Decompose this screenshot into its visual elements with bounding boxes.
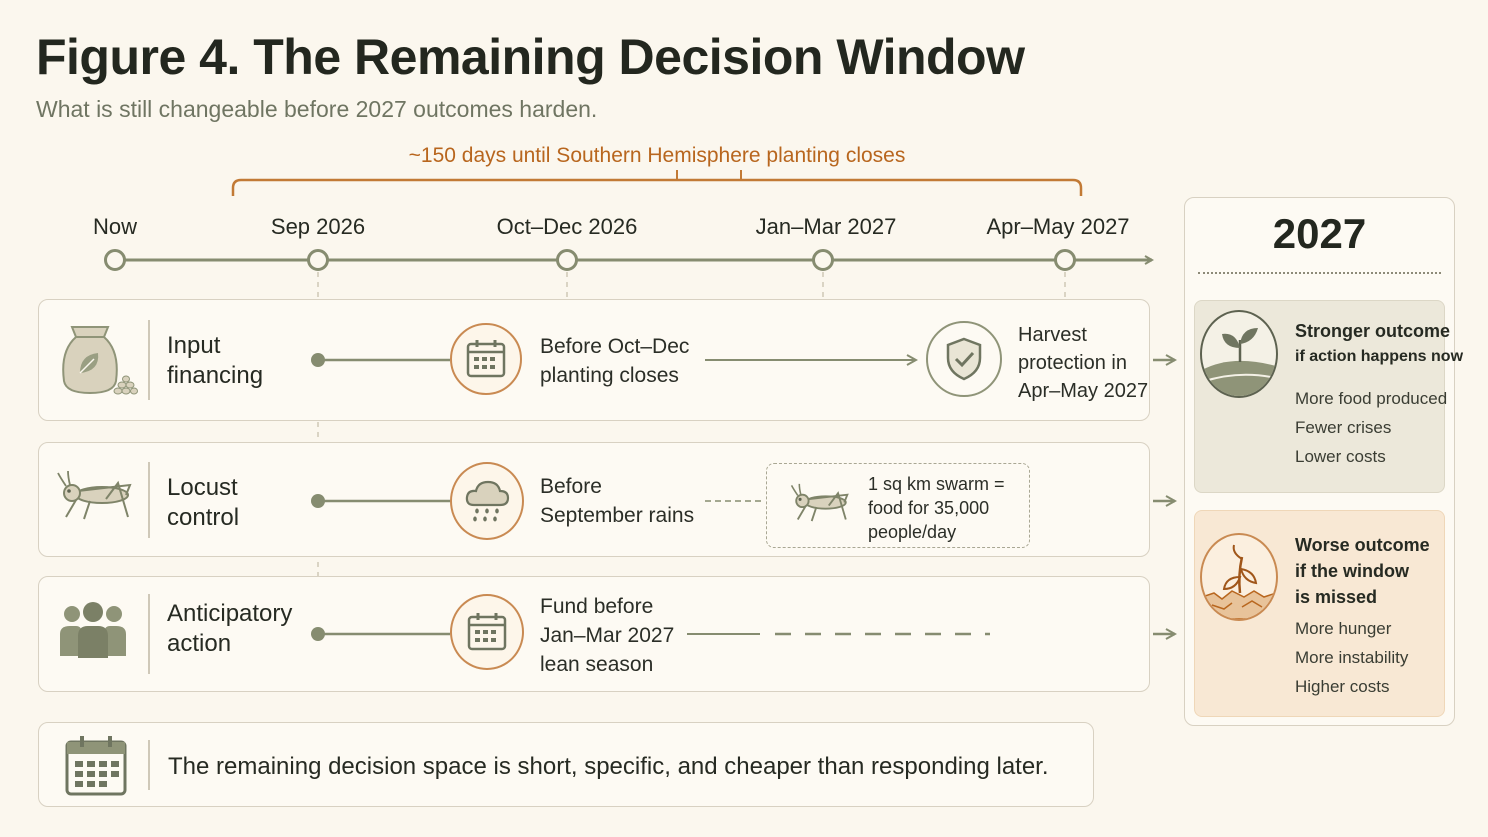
row-title-locust-control: Locust control: [167, 474, 240, 531]
milestone-text-input-financing: Before Oct–Dec planting closes: [540, 335, 690, 387]
rain-cloud-icon: [450, 462, 524, 540]
outcome-year: 2027: [1272, 210, 1367, 257]
timeline-node-oct-dec-2026: [556, 249, 578, 271]
row-title-anticipatory-action: Anticipatory action: [167, 600, 293, 657]
harvest-protection-text: Harvest protection in Apr–May 2027: [1018, 324, 1149, 402]
list-item: Fewer crises: [1295, 418, 1392, 437]
locust-icon: [56, 469, 136, 530]
list-item: More food produced: [1295, 389, 1448, 408]
row-title-input-financing: Input financing: [167, 332, 264, 389]
worse-outcome-list: More hunger More instability Higher cost…: [1295, 614, 1408, 701]
timeline-node-apr-may-2027: [1054, 249, 1076, 271]
summary-text: The remaining decision space is short, s…: [168, 753, 1049, 780]
swarm-impact-note: [766, 463, 1030, 548]
locust-icon: [790, 482, 852, 531]
swarm-impact-text: 1 sq km swarm = food for 35,000 people/d…: [868, 474, 1005, 542]
timeline-node-sep-2026: [307, 249, 329, 271]
page-title: Figure 4. The Remaining Decision Window: [36, 29, 1025, 85]
summary-box: [38, 722, 1094, 807]
milestone-text-locust-control: Before September rains: [540, 475, 695, 527]
window-duration-label: ~150 days until Southern Hemisphere plan…: [408, 144, 906, 167]
list-item: Higher costs: [1295, 677, 1390, 696]
timeline-label-oct-dec-2026: Oct–Dec 2026: [496, 214, 638, 239]
list-item: More instability: [1295, 648, 1409, 667]
stronger-outcome-list: More food produced Fewer crises Lower co…: [1295, 384, 1447, 471]
calendar-icon: [450, 594, 524, 670]
timeline-node-now: [104, 249, 126, 271]
timeline-label-apr-may-2027: Apr–May 2027: [986, 214, 1130, 239]
milestone-text-anticipatory-action: Fund before Jan–Mar 2027 lean season: [540, 595, 675, 676]
people-group-icon: [58, 600, 128, 665]
worse-outcome-heading: Worse outcome if the window is missed: [1295, 535, 1430, 607]
timeline-label-now: Now: [92, 214, 138, 239]
timeline-label-jan-mar-2027: Jan–Mar 2027: [755, 214, 897, 239]
stronger-outcome-heading: Stronger outcome if action happens now: [1295, 321, 1464, 365]
timeline-node-jan-mar-2027: [812, 249, 834, 271]
list-item: Lower costs: [1295, 447, 1386, 466]
panel-divider: [1198, 272, 1441, 274]
calendar-icon: [64, 733, 128, 802]
seed-bag-icon: [58, 321, 138, 404]
wilted-plant-icon: [1200, 533, 1278, 621]
page-subtitle: What is still changeable before 2027 out…: [36, 96, 598, 122]
timeline-label-sep-2026: Sep 2026: [270, 214, 366, 239]
sprout-icon: [1200, 310, 1278, 398]
list-item: More hunger: [1295, 619, 1392, 638]
calendar-icon: [450, 323, 522, 395]
timeline-nodes: [104, 249, 1076, 271]
shield-check-icon: [926, 321, 1002, 397]
window-bracket: [231, 178, 1083, 196]
row-locust-control-box: [38, 442, 1150, 557]
